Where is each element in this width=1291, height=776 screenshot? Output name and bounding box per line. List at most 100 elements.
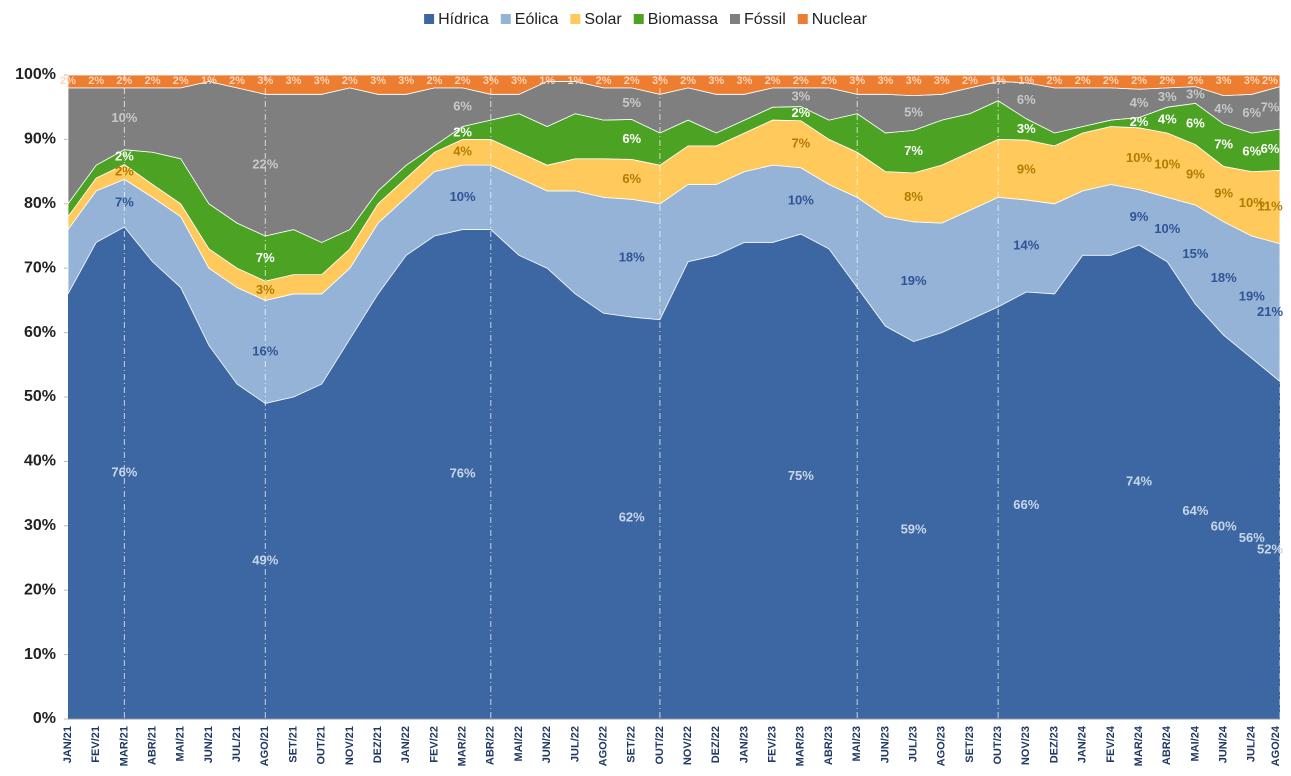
data-label: 3% bbox=[1186, 86, 1205, 101]
data-label: 19% bbox=[1239, 289, 1265, 304]
legend-swatch bbox=[500, 14, 511, 24]
data-label: 2% bbox=[455, 75, 471, 87]
data-label: 3% bbox=[791, 89, 810, 104]
x-tick-label: JUN/24 bbox=[1218, 725, 1230, 763]
x-tick-label: JUL/24 bbox=[1246, 725, 1258, 762]
x-tick-label: JAN/22 bbox=[400, 726, 412, 763]
data-label: 60% bbox=[1211, 519, 1237, 534]
data-label: 64% bbox=[1182, 503, 1208, 518]
data-label: 3% bbox=[511, 75, 527, 87]
data-label: 18% bbox=[619, 250, 645, 265]
data-label: 7% bbox=[1214, 137, 1233, 152]
x-tick-label: MAI/22 bbox=[513, 726, 525, 761]
data-label: 6% bbox=[622, 171, 641, 186]
data-label: 15% bbox=[1182, 246, 1208, 261]
legend-swatch bbox=[729, 14, 740, 24]
x-tick-label: ABR/21 bbox=[146, 726, 158, 765]
data-label: 6% bbox=[1261, 141, 1280, 156]
data-label: 3% bbox=[906, 75, 922, 87]
data-label: 19% bbox=[901, 273, 927, 288]
data-label: 10% bbox=[788, 192, 814, 207]
data-label: 3% bbox=[286, 75, 302, 87]
y-tick-label: 50% bbox=[24, 388, 56, 405]
y-tick-label: 0% bbox=[33, 710, 56, 727]
data-label: 2% bbox=[116, 75, 132, 87]
data-label: 4% bbox=[453, 144, 472, 159]
data-label: 3% bbox=[708, 75, 724, 87]
data-label: 2% bbox=[1075, 75, 1091, 87]
x-tick-label: FEV/24 bbox=[1105, 725, 1117, 763]
data-label: 59% bbox=[901, 522, 927, 537]
data-label: 66% bbox=[1013, 497, 1039, 512]
x-tick-label: ABR/24 bbox=[1161, 725, 1173, 765]
data-label: 3% bbox=[314, 75, 330, 87]
data-label: 2% bbox=[426, 75, 442, 87]
x-tick-label: NOV/21 bbox=[344, 726, 356, 765]
data-label: 2% bbox=[1103, 75, 1119, 87]
legend-label: Nuclear bbox=[812, 11, 868, 28]
data-label: 3% bbox=[934, 75, 950, 87]
data-label: 10% bbox=[450, 189, 476, 204]
data-label: 2% bbox=[115, 163, 134, 178]
x-tick-label: JUN/21 bbox=[203, 726, 215, 763]
x-tick-label: JUL/23 bbox=[907, 726, 919, 762]
x-tick-label: AGO/22 bbox=[597, 726, 609, 766]
x-tick-label: OUT/22 bbox=[654, 726, 666, 765]
data-label: 75% bbox=[788, 468, 814, 483]
data-label: 2% bbox=[88, 75, 104, 87]
data-label: 6% bbox=[453, 99, 472, 114]
x-tick-label: JUN/23 bbox=[879, 726, 891, 763]
x-tick-label: JUL/22 bbox=[569, 726, 581, 762]
data-label: 5% bbox=[622, 95, 641, 110]
x-tick-label: OUT/23 bbox=[992, 726, 1004, 765]
data-label: 2% bbox=[115, 149, 134, 164]
x-tick-label: NOV/22 bbox=[682, 726, 694, 765]
data-label: 2% bbox=[60, 75, 76, 87]
legend-label: Solar bbox=[584, 11, 622, 28]
data-label: 3% bbox=[737, 75, 753, 87]
data-label: 2% bbox=[1262, 75, 1278, 87]
data-label: 3% bbox=[1216, 75, 1232, 87]
area bbox=[67, 74, 1281, 97]
data-label: 8% bbox=[904, 189, 923, 204]
data-label: 4% bbox=[1214, 101, 1233, 116]
y-tick-label: 40% bbox=[24, 453, 56, 470]
data-label: 49% bbox=[252, 553, 278, 568]
data-label: 3% bbox=[1244, 75, 1260, 87]
data-label: 2% bbox=[1187, 75, 1203, 87]
legend-swatch bbox=[797, 14, 808, 24]
data-label: 2% bbox=[962, 75, 978, 87]
y-tick-label: 80% bbox=[24, 195, 56, 212]
data-label: 11% bbox=[1257, 198, 1283, 213]
data-label: 3% bbox=[1158, 89, 1177, 104]
data-label: 16% bbox=[252, 343, 278, 358]
x-tick-label: AGO/24 bbox=[1270, 725, 1282, 766]
legend-swatch bbox=[424, 14, 435, 24]
data-label: 7% bbox=[256, 250, 275, 265]
data-label: 7% bbox=[791, 136, 810, 151]
x-tick-label: MAR/23 bbox=[795, 726, 807, 766]
data-label: 4% bbox=[1130, 95, 1149, 110]
x-tick-label: AGO/23 bbox=[936, 726, 948, 766]
data-label: 3% bbox=[256, 282, 275, 297]
data-label: 3% bbox=[1017, 121, 1036, 136]
data-label: 9% bbox=[1130, 209, 1149, 224]
data-label: 3% bbox=[398, 75, 414, 87]
x-tick-label: JAN/23 bbox=[738, 726, 750, 763]
data-label: 10% bbox=[1154, 157, 1180, 172]
data-label: 76% bbox=[450, 466, 476, 481]
x-tick-label: MAI/21 bbox=[175, 726, 187, 761]
data-label: 2% bbox=[342, 75, 358, 87]
data-label: 2% bbox=[765, 75, 781, 87]
data-label: 9% bbox=[1017, 161, 1036, 176]
x-tick-label: FEV/22 bbox=[428, 726, 440, 763]
data-label: 3% bbox=[652, 75, 668, 87]
data-label: 14% bbox=[1013, 237, 1039, 252]
legend-swatch bbox=[570, 14, 581, 24]
data-label: 52% bbox=[1257, 542, 1283, 557]
y-tick-label: 30% bbox=[24, 517, 56, 534]
data-label: 76% bbox=[111, 464, 137, 479]
data-label: 10% bbox=[111, 110, 137, 125]
area bbox=[68, 226, 1280, 719]
